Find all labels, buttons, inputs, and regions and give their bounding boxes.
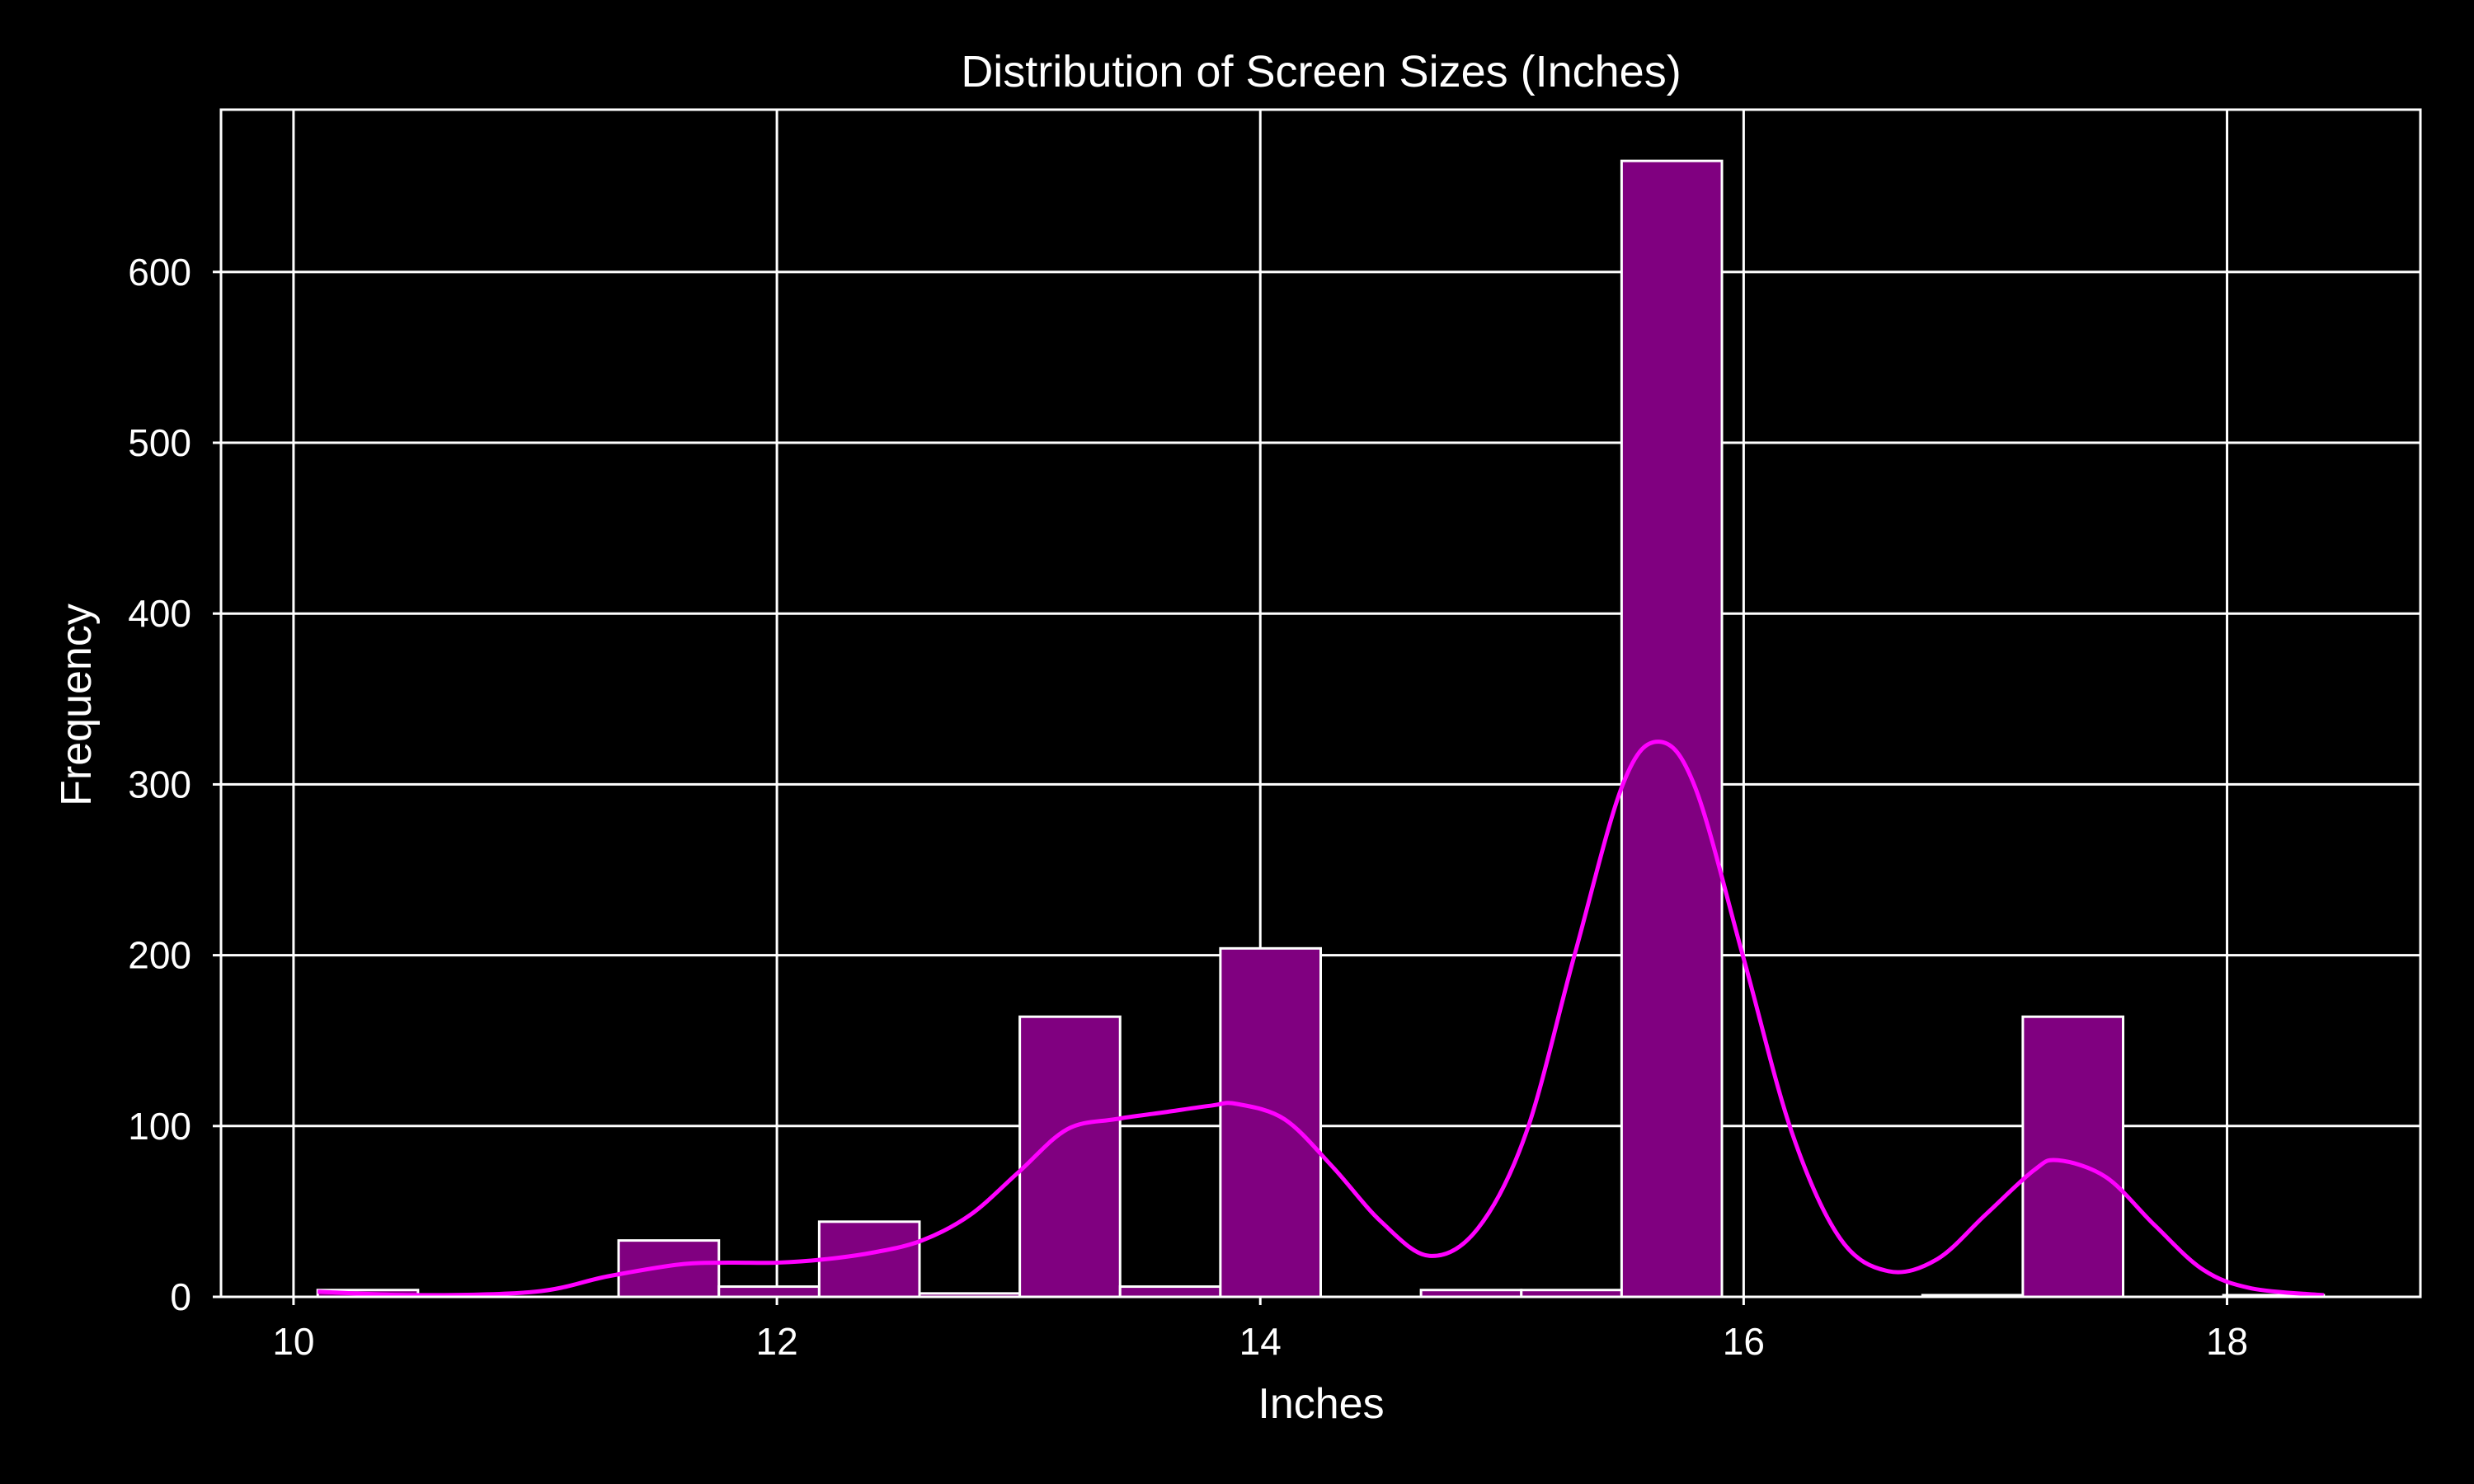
- plot-frame: [219, 108, 2422, 1298]
- histogram-bar-17: [2021, 1015, 2125, 1298]
- histogram-bar-9: [1219, 946, 1322, 1298]
- kde-curve-group: [317, 740, 2325, 1298]
- chart-title: Distribution of Screen Sizes (Inches): [961, 47, 1681, 96]
- y-tick-label: 600: [128, 251, 191, 294]
- x-axis-label: Inches: [1258, 1380, 1384, 1428]
- y-tick-label: 500: [128, 421, 191, 464]
- y-tick-label: 300: [128, 763, 191, 805]
- x-tick-label: 16: [1723, 1320, 1765, 1363]
- x-axis-ticks: 10 12 14 16 18: [272, 1297, 2248, 1363]
- x-tick-label: 12: [755, 1320, 797, 1363]
- x-tick-label: 18: [2206, 1320, 2248, 1363]
- y-tick-label: 200: [128, 934, 191, 977]
- y-tick-label: 0: [170, 1275, 191, 1318]
- kde-curve: [317, 740, 2325, 1298]
- histogram-bar-4: [717, 1285, 821, 1298]
- y-axis-ticks: 0 100 200 300 400 500 600: [128, 251, 221, 1318]
- x-tick-label: 10: [272, 1320, 314, 1363]
- histogram-bar-8: [1118, 1285, 1222, 1298]
- y-tick-label: 100: [128, 1105, 191, 1148]
- y-tick-label: 400: [128, 592, 191, 635]
- x-tick-label: 14: [1239, 1320, 1282, 1363]
- histogram-bar-13: [1620, 159, 1724, 1298]
- y-axis-label: Frequency: [53, 603, 101, 806]
- histogram-bar-3: [617, 1239, 721, 1298]
